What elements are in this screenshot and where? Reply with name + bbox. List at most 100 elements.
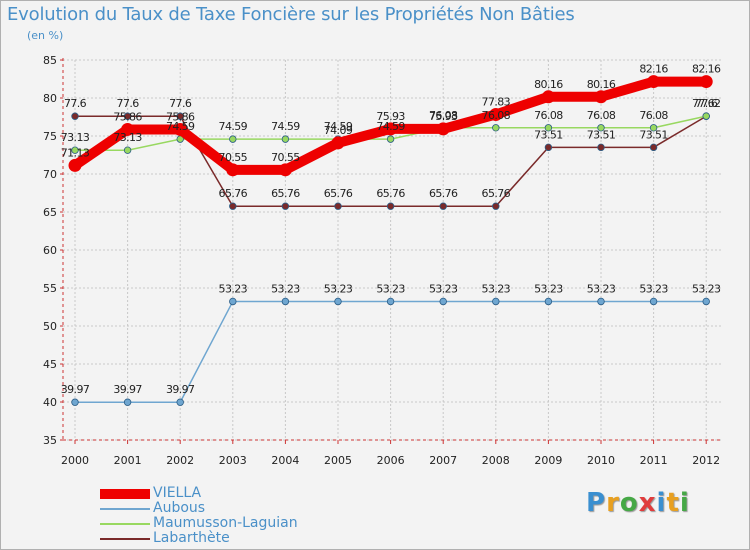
data-point xyxy=(541,90,555,104)
data-point xyxy=(71,146,79,154)
legend-label: Aubous xyxy=(153,500,206,516)
x-tick-label: 2003 xyxy=(219,454,247,467)
data-label: 70.55 xyxy=(219,151,248,164)
data-label: 77.83 xyxy=(482,95,511,108)
data-label: 71.13 xyxy=(61,146,90,159)
data-label: 73.51 xyxy=(587,128,616,141)
data-point xyxy=(281,297,290,306)
data-label: 75.86 xyxy=(166,110,195,123)
data-point xyxy=(492,124,500,132)
data-label: 39.97 xyxy=(166,383,195,396)
logo-letter: x xyxy=(638,488,657,518)
data-label: 80.16 xyxy=(534,78,563,91)
data-point xyxy=(229,202,237,210)
data-point xyxy=(334,297,342,306)
data-label: 53.23 xyxy=(429,282,458,295)
data-point xyxy=(544,143,553,152)
x-tick-label: 2012 xyxy=(692,454,720,467)
x-tick-label: 2009 xyxy=(534,454,562,467)
data-label: 80.16 xyxy=(587,78,616,91)
data-point xyxy=(331,136,345,150)
legend-swatch xyxy=(100,508,150,510)
data-point xyxy=(173,122,187,136)
data-point xyxy=(439,202,447,210)
data-label: 53.23 xyxy=(534,282,563,295)
data-label: 74.59 xyxy=(324,120,353,133)
chart-title: Evolution du Taux de Taxe Foncière sur l… xyxy=(7,4,575,25)
data-point xyxy=(492,202,500,210)
data-point xyxy=(386,135,395,143)
y-tick-label: 45 xyxy=(43,358,57,371)
data-labels: 71.13 75.86 75.86 70.55 70.55 74.09 75.93 75.93… xyxy=(61,63,722,397)
data-label: 74.59 xyxy=(219,120,248,133)
data-label: 75.93 xyxy=(376,110,405,123)
data-label: 53.23 xyxy=(482,282,511,295)
data-point xyxy=(229,297,237,306)
data-point xyxy=(597,297,605,306)
data-point xyxy=(597,124,605,132)
x-tick-label: 2000 xyxy=(61,454,89,467)
data-label: 76.08 xyxy=(534,109,563,122)
legend-label: Maumusson-Laguian xyxy=(153,515,298,531)
x-tick-label: 2006 xyxy=(377,454,405,467)
data-point xyxy=(649,297,658,306)
data-point xyxy=(649,143,658,152)
y-tick-label: 80 xyxy=(43,92,57,105)
proxiti-logo: Proxiti xyxy=(586,488,690,518)
y-tick-label: 75 xyxy=(43,130,57,143)
data-label: 74.59 xyxy=(166,120,195,133)
data-label: 70.55 xyxy=(271,151,300,164)
legend-label: VIELLA xyxy=(153,485,202,501)
data-point xyxy=(226,163,240,177)
data-point xyxy=(544,124,553,132)
data-point xyxy=(68,158,82,172)
y-tick-label: 85 xyxy=(43,54,57,67)
data-label: 76.08 xyxy=(429,109,458,122)
data-label: 39.97 xyxy=(113,383,142,396)
legend-label: Labarthète xyxy=(153,530,230,546)
data-point xyxy=(647,75,661,89)
data-point xyxy=(176,398,184,406)
logo-letter: r xyxy=(606,488,620,518)
data-point xyxy=(597,143,605,152)
data-point xyxy=(649,124,658,132)
legend-swatch xyxy=(100,489,150,499)
logo-letter: t xyxy=(666,488,680,518)
data-label: 65.76 xyxy=(219,187,248,200)
data-label: 53.23 xyxy=(639,282,668,295)
data-point xyxy=(123,112,132,120)
data-point xyxy=(702,112,710,120)
data-label: 73.13 xyxy=(113,131,142,144)
logo-letter: i xyxy=(679,488,690,518)
data-point xyxy=(281,135,290,143)
data-point xyxy=(492,297,500,306)
data-label: 77.6 xyxy=(117,97,140,110)
y-tick-label: 60 xyxy=(43,244,57,257)
data-point xyxy=(334,202,342,210)
data-label: 76.08 xyxy=(639,109,668,122)
data-label: 77.6 xyxy=(169,97,192,110)
data-label: 53.23 xyxy=(324,282,353,295)
y-tick-label: 55 xyxy=(43,282,57,295)
data-label: 65.76 xyxy=(324,187,353,200)
data-label: 77.6 xyxy=(695,97,718,110)
data-point xyxy=(281,202,290,210)
logo-letter: i xyxy=(656,488,667,518)
unit-label: (en %) xyxy=(27,29,64,42)
data-point xyxy=(702,297,710,306)
x-tick-label: 2011 xyxy=(640,454,668,467)
legend-swatch xyxy=(100,538,150,540)
data-label: 65.76 xyxy=(376,187,405,200)
y-tick-label: 65 xyxy=(43,206,57,219)
x-tick-label: 2007 xyxy=(429,454,457,467)
data-point xyxy=(386,202,395,210)
data-point xyxy=(439,297,447,306)
data-label: 65.76 xyxy=(429,187,458,200)
data-label: 74.59 xyxy=(376,120,405,133)
y-tick-label: 40 xyxy=(43,396,57,409)
data-label: 73.51 xyxy=(534,128,563,141)
data-label: 73.51 xyxy=(639,128,668,141)
data-point xyxy=(123,398,132,406)
data-label: 53.23 xyxy=(219,282,248,295)
